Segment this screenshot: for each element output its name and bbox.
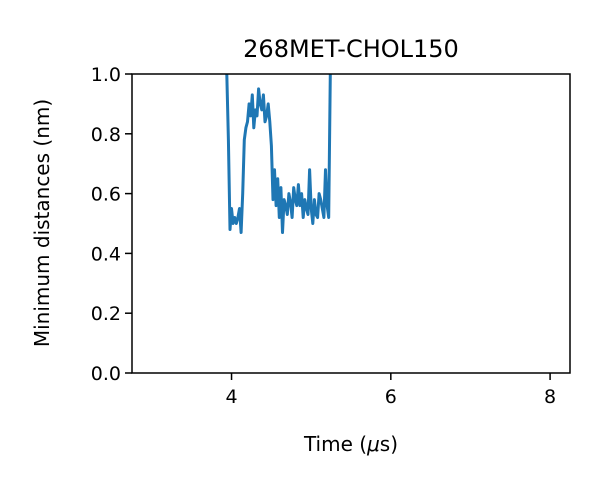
y-axis: 0.0 0.2 0.4 0.6 0.8 1.0 — [91, 64, 132, 385]
plot-frame — [131, 73, 571, 374]
chart-title: 268MET-CHOL150 — [243, 35, 459, 63]
x-tick-label: 6 — [385, 386, 397, 408]
x-tick-label: 4 — [225, 386, 237, 408]
y-tick-label: 0.6 — [91, 184, 121, 206]
plot-area — [131, 73, 571, 374]
x-tick-label: 8 — [544, 386, 556, 408]
y-tick-label: 0.4 — [91, 243, 121, 265]
series-line — [225, 74, 332, 234]
x-axis-label: Time (μs) — [303, 432, 398, 456]
y-tick-label: 1.0 — [91, 64, 121, 86]
y-tick-label: 0.0 — [91, 363, 121, 385]
y-axis-label: Minimum distances (nm) — [30, 99, 54, 347]
y-tick-label: 0.2 — [91, 303, 121, 325]
y-tick-label: 0.8 — [91, 124, 121, 146]
x-axis: 4 6 8 — [225, 373, 556, 408]
